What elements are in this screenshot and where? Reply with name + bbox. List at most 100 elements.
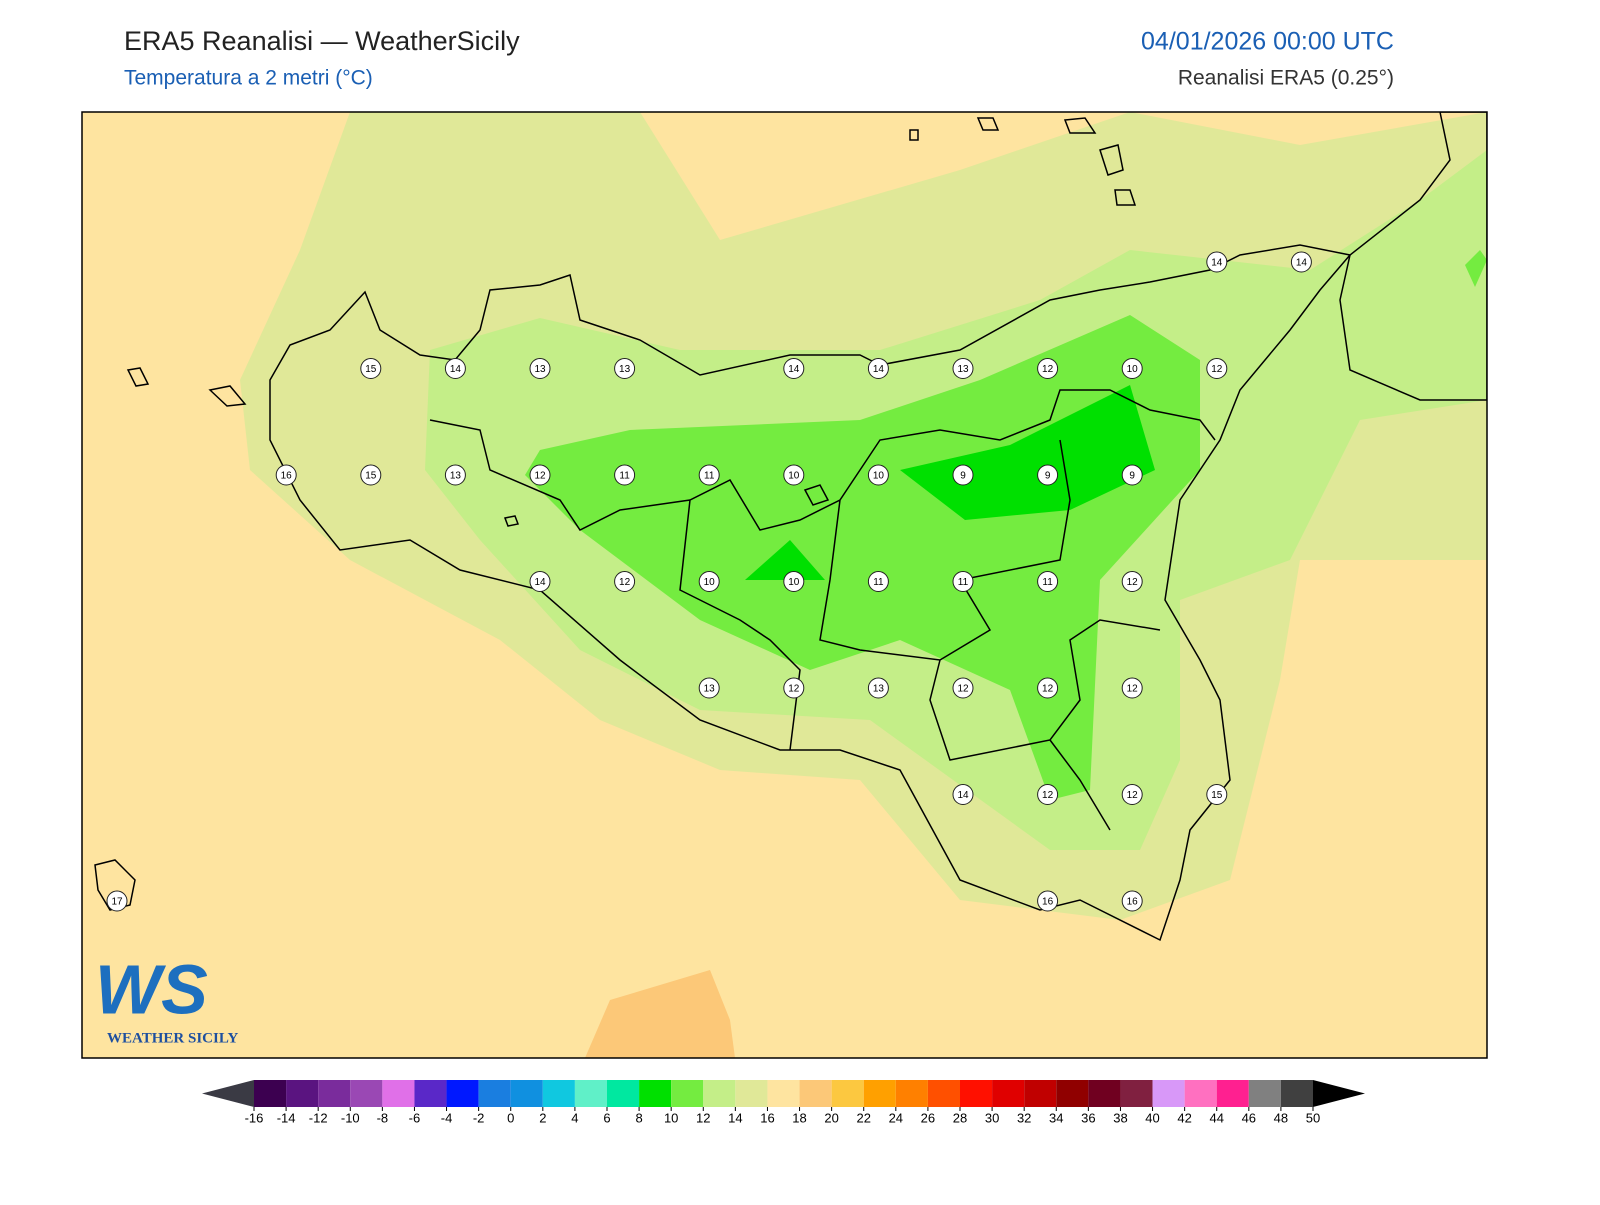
station-value: 17 [111, 897, 123, 908]
station-marker [360, 358, 382, 379]
station-marker [1206, 251, 1228, 273]
station-value: 12 [1127, 684, 1139, 695]
station-value: 12 [1127, 790, 1139, 801]
colorbar-tick-label: 36 [1081, 1110, 1095, 1125]
station-marker [952, 784, 974, 805]
stations: 14 14 15 14 13 13 14 14 13 12 10 12 16 15 13 12 11 11 10 10… [106, 251, 1312, 912]
station-marker [952, 464, 974, 486]
contour-10-12 [1465, 250, 1487, 287]
colorbar-box [799, 1080, 832, 1107]
station-value: 10 [788, 471, 800, 482]
colorbar: -16 -14 -12 -10 -8 -6 -4 -2 0 2 4 6 8 10 12 14 16 18 20 22 2… [202, 1080, 1365, 1125]
station-value: 10 [704, 577, 716, 588]
station-value: 14 [1296, 258, 1308, 269]
colorbar-tick-label: 50 [1306, 1110, 1320, 1125]
station-marker [783, 464, 805, 486]
station-value: 12 [1042, 364, 1054, 375]
station-marker [783, 571, 805, 592]
colorbar-tick-label: 2 [539, 1110, 546, 1125]
station-marker [614, 464, 636, 486]
station-value: 14 [957, 790, 969, 801]
colorbar-tick-label: 8 [635, 1110, 642, 1125]
colorbar-box [1216, 1080, 1249, 1107]
colorbar-tick-label: -16 [245, 1110, 264, 1125]
colorbar-box [382, 1080, 415, 1107]
colorbar-box [1056, 1080, 1089, 1107]
station-value: 12 [534, 471, 546, 482]
station-value: 15 [1211, 790, 1223, 801]
colorbar-tick-label: 24 [889, 1110, 903, 1125]
station-value: 12 [788, 684, 800, 695]
colorbar-tick-label: 18 [792, 1110, 806, 1125]
station-value: 14 [1211, 258, 1223, 269]
colorbar-tick-label: 12 [696, 1110, 710, 1125]
map: 14 14 15 14 13 13 14 14 13 12 10 12 16 15 13 12 11 11 10 10… [81, 111, 1488, 1059]
station-marker [1206, 784, 1228, 805]
station-marker [529, 358, 551, 379]
station-value: 13 [873, 684, 885, 695]
colorbar-box [1088, 1080, 1121, 1107]
colorbar-box [639, 1080, 672, 1107]
station-marker [1037, 784, 1059, 805]
station-value: 13 [619, 364, 631, 375]
station-marker [444, 464, 466, 486]
colorbar-tick-label: -2 [473, 1110, 485, 1125]
station-value: 12 [957, 684, 969, 695]
source: Reanalisi ERA5 (0.25°) [1178, 67, 1394, 90]
colorbar-tick-label: -10 [341, 1110, 360, 1125]
station-marker [1121, 677, 1143, 699]
station-marker [867, 464, 889, 486]
colorbar-box [574, 1080, 607, 1107]
datetime: 04/01/2026 00:00 UTC [1141, 28, 1394, 56]
province-borders [429, 389, 1216, 831]
contour-8-10 [745, 540, 825, 580]
station-value: 13 [450, 471, 462, 482]
colorbar-tick-label: 28 [953, 1110, 967, 1125]
colorbar-box [286, 1080, 319, 1107]
coastline-sicily [269, 244, 1352, 942]
station-value: 14 [534, 577, 546, 588]
islands [94, 117, 1137, 911]
colorbar-box [927, 1080, 960, 1107]
station-marker [275, 464, 297, 486]
colorbar-tick-label: 4 [571, 1110, 578, 1125]
station-marker [867, 571, 889, 592]
colorbar-tick-label: -6 [409, 1110, 421, 1125]
colorbar-tick-label: 44 [1209, 1110, 1223, 1125]
colorbar-box [992, 1080, 1025, 1107]
colorbar-tick-label: 6 [603, 1110, 610, 1125]
colorbar-tick-label: 10 [664, 1110, 678, 1125]
contour-8-10 [900, 385, 1155, 520]
colorbar-tick-label: 14 [728, 1110, 742, 1125]
colorbar-tick-label: 0 [507, 1110, 514, 1125]
station-value: 13 [957, 364, 969, 375]
colorbar-tick-label: 32 [1017, 1110, 1031, 1125]
station-value: 16 [281, 471, 293, 482]
colorbar-tick-label: 48 [1274, 1110, 1288, 1125]
colorbar-tick-label: -4 [441, 1110, 453, 1125]
station-marker [1037, 890, 1059, 912]
colorbar-tick-label: -14 [277, 1110, 296, 1125]
station-value: 13 [704, 684, 716, 695]
station-value: 14 [873, 364, 885, 375]
colorbar-box [607, 1080, 640, 1107]
station-marker [783, 358, 805, 379]
colorbar-tick-label: 16 [760, 1110, 774, 1125]
station-value: 12 [1042, 790, 1054, 801]
station-value: 11 [958, 577, 969, 588]
station-marker [1121, 784, 1143, 805]
station-marker [106, 890, 128, 912]
colorbar-tick-label: 26 [921, 1110, 935, 1125]
station-marker [952, 358, 974, 379]
colorbar-tick-label: 42 [1177, 1110, 1191, 1125]
station-value: 9 [1129, 471, 1135, 482]
station-value: 12 [1127, 577, 1139, 588]
colorbar-box [1184, 1080, 1217, 1107]
colorbar-box [1152, 1080, 1185, 1107]
station-marker [529, 464, 551, 486]
colorbar-box [478, 1080, 511, 1107]
station-marker [698, 464, 720, 486]
station-marker [1206, 358, 1228, 379]
colorbar-box [446, 1080, 479, 1107]
station-marker [698, 677, 720, 699]
